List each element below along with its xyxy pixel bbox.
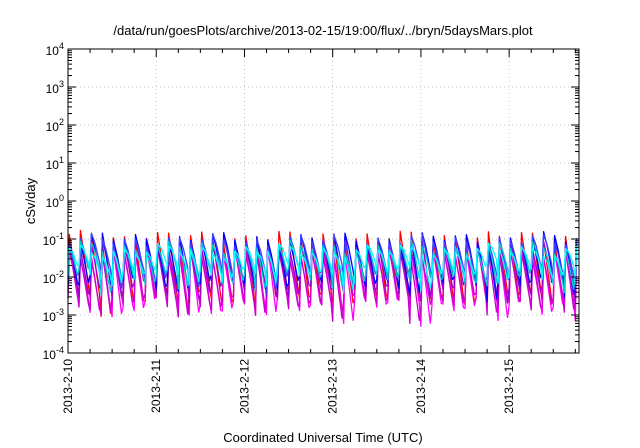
- y-tick-label: 102: [46, 117, 64, 134]
- y-tick-label: 100: [46, 193, 64, 210]
- x-axis-label: Coordinated Universal Time (UTC): [223, 430, 422, 445]
- grid: [68, 49, 579, 353]
- series-group: [67, 229, 578, 327]
- y-axis-label: cSv/day: [23, 177, 38, 224]
- x-tick-label: 2013-2-11: [149, 359, 163, 413]
- y-tick-label: 10-2: [43, 269, 64, 286]
- y-tick-label: 10-3: [43, 307, 64, 324]
- axis-ticks: 10-4 10-3 10-2 10-1 100 101 102 103 104 2013-2-10…: [43, 41, 579, 414]
- x-tick-label: 2013-2-10: [61, 359, 75, 414]
- x-tick-label: 2013-2-14: [414, 359, 428, 414]
- x-tick-label: 2013-2-15: [502, 359, 516, 414]
- chart-title: /data/run/goesPlots/archive/2013-02-15/1…: [113, 23, 533, 38]
- y-tick-label: 101: [46, 155, 64, 172]
- series-line: [67, 242, 578, 294]
- y-tick-label: 10-4: [43, 345, 64, 362]
- x-tick-label: 2013-2-12: [237, 359, 251, 414]
- y-tick-label: 10-1: [43, 231, 64, 248]
- y-tick-label: 104: [46, 41, 64, 58]
- x-tick-label: 2013-2-13: [326, 359, 340, 414]
- y-tick-label: 103: [46, 79, 64, 96]
